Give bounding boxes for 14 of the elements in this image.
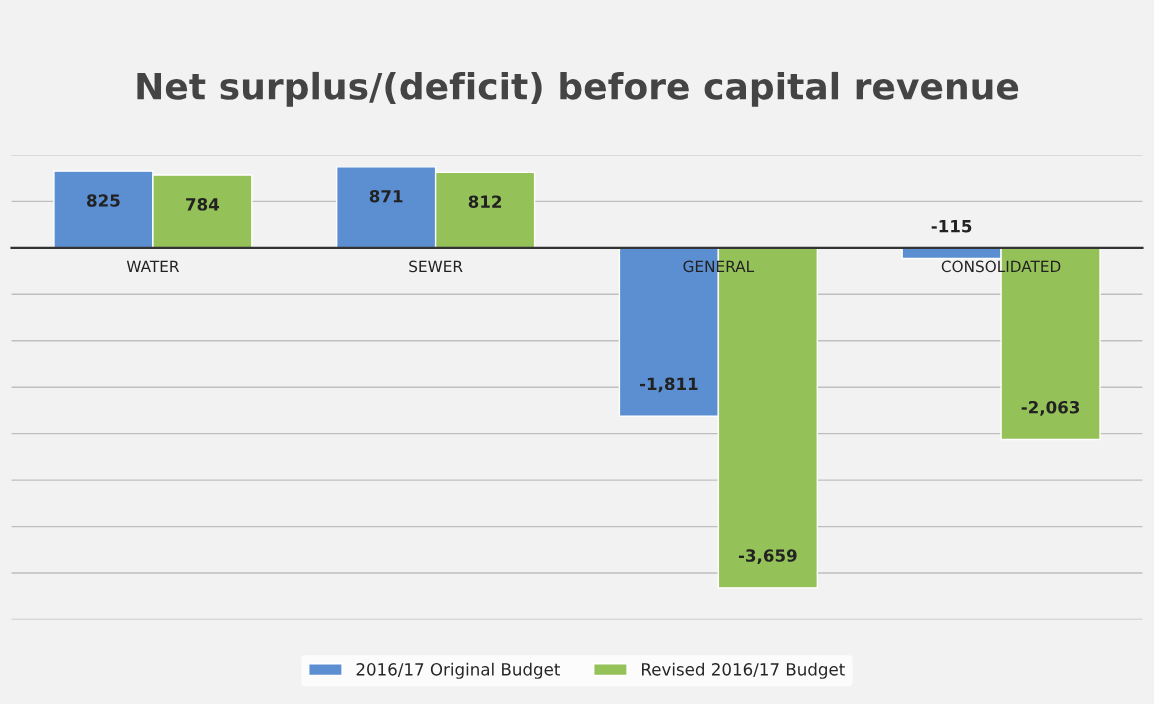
data-label: 784 [186, 198, 220, 211]
data-label: 812 [468, 195, 502, 209]
legend-label: 2016/17 Original Budget [356, 662, 560, 679]
x-tick-label: WATER [126, 260, 180, 272]
legend-label: Revised 2016/17 Budget [642, 662, 845, 679]
data-label: -2,063 [1021, 400, 1080, 416]
chart-title: Net surplus/(deficit) before capital revenue [137, 71, 1019, 107]
data-label: -115 [931, 220, 972, 233]
data-label: -1,811 [639, 377, 698, 393]
data-label: 871 [369, 189, 403, 203]
x-tick-label: GENERAL [683, 260, 755, 273]
data-label: -3,659 [738, 549, 797, 564]
data-label: 825 [87, 194, 120, 207]
x-tick-label: SEWER [409, 260, 463, 273]
